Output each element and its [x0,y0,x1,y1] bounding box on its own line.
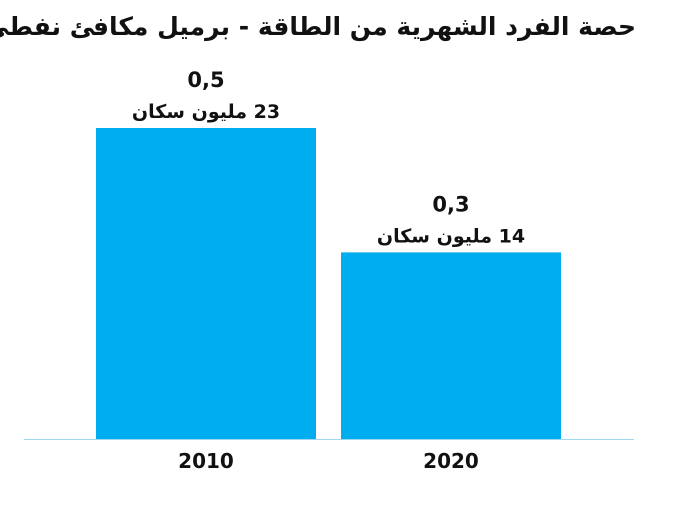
bars-layer [96,128,561,439]
value-label-2020: 0,3 [432,192,469,216]
population-note-2020: 14 مليون سكان [377,225,525,247]
x-tick-label-2020: 2020 [423,449,479,473]
population-note-2010: 23 مليون سكان [132,101,280,123]
chart-title: حصة الفرد الشهرية من الطاقة - برميل مكاف… [0,12,637,41]
bar-2020 [341,252,561,439]
x-tick-label-2010: 2010 [178,449,234,473]
labels-layer: 0,5 23 مليون سكان 2010 0,3 14 مليون سكان 2020 [132,68,525,473]
bar-2010 [96,128,316,439]
value-label-2010: 0,5 [187,68,224,92]
